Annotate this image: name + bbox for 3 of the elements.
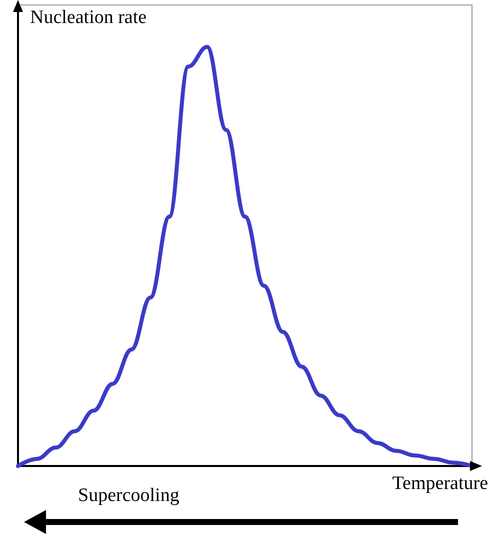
x-axis-title: Temperature bbox=[392, 473, 488, 494]
text: Supercooling bbox=[78, 485, 180, 506]
y-axis-title: Nucleation rate bbox=[30, 7, 147, 28]
